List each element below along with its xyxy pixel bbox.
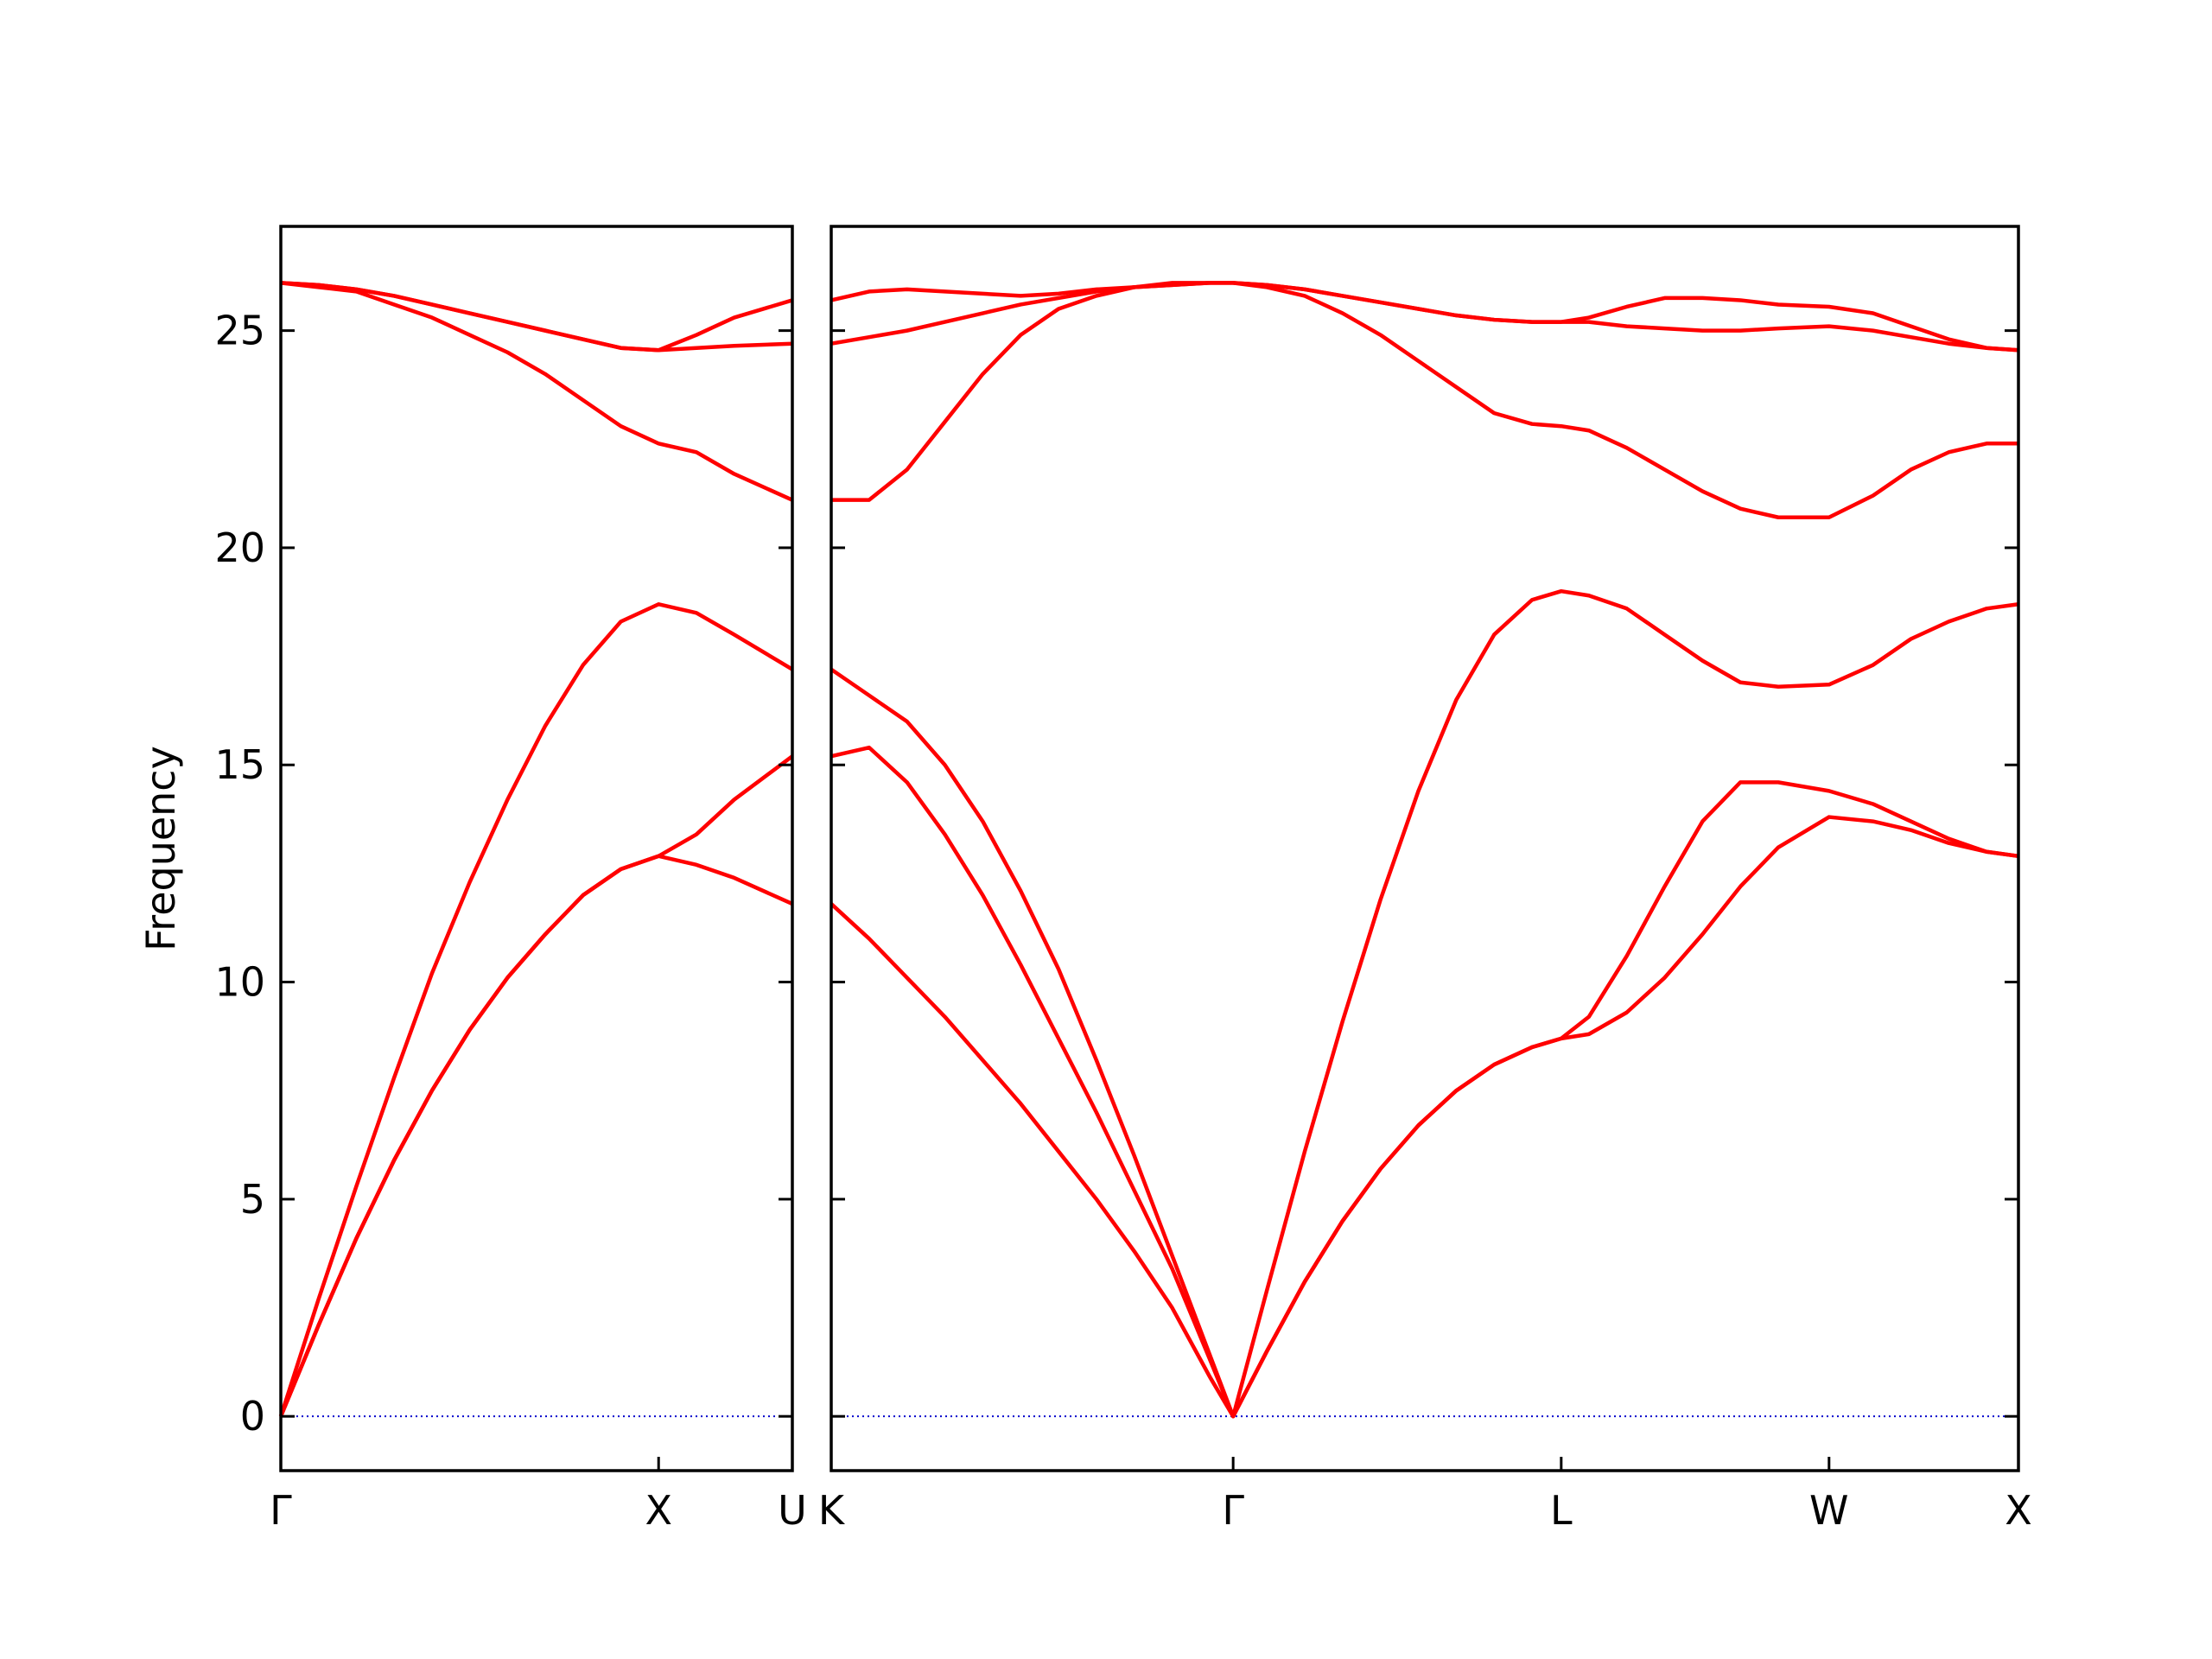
band-line	[280, 281, 793, 502]
y-axis-label: Frequency	[137, 746, 184, 951]
y-tick-label: 10	[214, 959, 265, 1006]
band-line	[830, 815, 2019, 1419]
x-tick-label: U	[778, 1487, 807, 1534]
band-line	[830, 281, 2019, 353]
x-tick-label: X	[2005, 1487, 2032, 1534]
band-line	[830, 588, 2019, 1419]
y-tick-label: 25	[214, 308, 265, 354]
y-tick-label: 20	[214, 524, 265, 571]
y-tick-label: 15	[214, 741, 265, 788]
band-line	[278, 602, 794, 1417]
band-line	[831, 281, 2018, 519]
x-tick-label: X	[645, 1487, 672, 1534]
band-line	[280, 281, 793, 353]
band-line	[830, 745, 2019, 1419]
plot-frame	[830, 225, 2020, 1472]
band-line	[278, 854, 793, 1418]
y-tick-label: 5	[240, 1176, 265, 1223]
x-tick-label: W	[1809, 1487, 1848, 1534]
band-line	[830, 281, 2019, 353]
band-line	[278, 754, 794, 1418]
x-tick-label: Γ	[1222, 1487, 1244, 1534]
x-tick-label: Γ	[270, 1487, 292, 1534]
plot-frame	[279, 225, 794, 1472]
y-tick-label: 0	[240, 1393, 265, 1440]
x-tick-label: K	[818, 1487, 846, 1534]
x-tick-label: L	[1550, 1487, 1573, 1534]
